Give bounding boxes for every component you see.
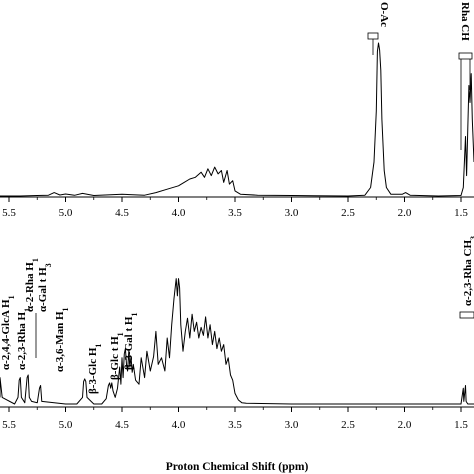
bottom-x-tick-label: 1.5 — [454, 419, 468, 431]
rha-ch-label: Rha CH — [459, 2, 471, 41]
oac-label: O-Ac — [378, 2, 390, 27]
top-x-tick-label: 4.0 — [172, 207, 186, 219]
top-spectrum-panel: 5.5 5.0 4.5 4.0 3.5 3.0 2.5 2.0 1.5 O-Ac Rha CH — [0, 2, 474, 219]
top-x-tick-labels: 5.5 5.0 4.5 4.0 3.5 3.0 2.5 2.0 1.5 — [2, 207, 468, 219]
bottom-spectrum-panel: 5.5 5.0 4.5 4.0 3.5 3.0 2.5 2.0 1.5 α-2,4,4-GlcA… — [0, 236, 474, 473]
bottom-x-tick-label: 2.5 — [341, 419, 355, 431]
bottom-x-tick-label: 4.0 — [172, 419, 186, 431]
bottom-x-tick-label: 5.0 — [59, 419, 73, 431]
rha-ch3-bracket — [459, 311, 474, 319]
bottom-spectrum-line — [0, 278, 474, 405]
bottom-x-tick-labels: 5.5 5.0 4.5 4.0 3.5 3.0 2.5 2.0 1.5 — [2, 419, 468, 431]
rha-ch3-label: α-2,3-Rha CH3 — [462, 236, 474, 306]
top-x-tick-label: 5.0 — [59, 207, 73, 219]
top-x-tick-label: 2.5 — [341, 207, 355, 219]
top-x-tick-label: 3.5 — [228, 207, 242, 219]
rha-ch-bracket — [458, 52, 473, 60]
anomeric-labels: α-2,4,4-GlcA H1 α-2,3-Rha H1 α-2-Rha H1 … — [0, 258, 139, 394]
gal-t-label: α-Gal t H3 — [37, 263, 53, 312]
bottom-x-tick-label: 3.5 — [228, 419, 242, 431]
glc-t-label: β-Glc t H1 — [109, 332, 125, 380]
bottom-x-tick-label: 2.0 — [398, 419, 412, 431]
rha-2-label: α-2-Rha H1 — [24, 258, 40, 312]
top-x-tick-label: 5.5 — [2, 207, 16, 219]
bottom-x-tick-label: 4.5 — [115, 419, 129, 431]
glc-3-label: β-3-Glc H1 — [87, 344, 103, 394]
top-x-tick-label: 4.5 — [115, 207, 129, 219]
bottom-x-ticks — [8, 407, 462, 412]
top-x-ticks — [8, 197, 462, 202]
oac-bracket — [367, 32, 379, 40]
top-spectrum-line — [0, 42, 474, 197]
top-x-tick-label: 1.5 — [454, 207, 468, 219]
top-x-tick-label: 2.0 — [398, 207, 412, 219]
x-axis-title: Proton Chemical Shift (ppm) — [166, 461, 309, 473]
glca-label: α-2,4,4-GlcA H1 — [0, 295, 16, 370]
rha-23-label: α-2,3-Rha H1 — [16, 308, 32, 370]
man-36-label: α-3,6-Man H1 — [54, 307, 70, 372]
bottom-x-tick-label: 3.0 — [285, 419, 299, 431]
bottom-x-tick-label: 5.5 — [2, 419, 16, 431]
top-x-tick-label: 3.0 — [285, 207, 299, 219]
gal-3t-label: β-3-Gal t H1 — [123, 313, 139, 370]
